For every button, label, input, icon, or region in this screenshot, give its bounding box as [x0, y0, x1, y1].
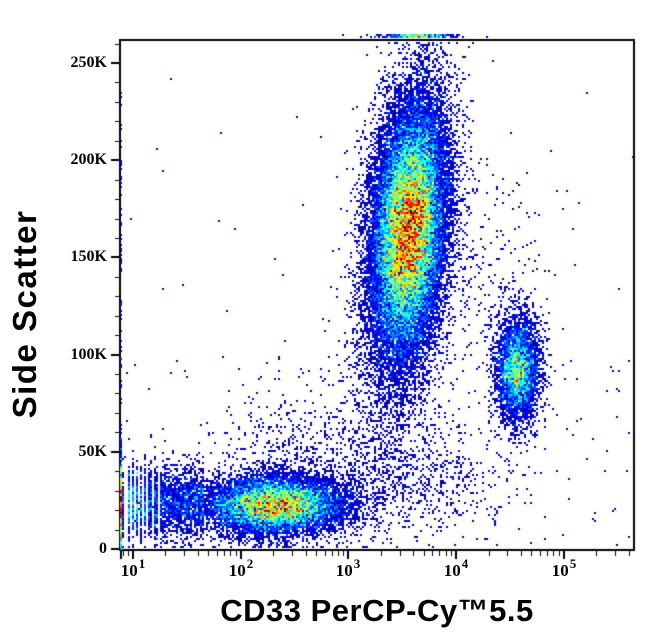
y-tick-label: 250K	[70, 54, 107, 71]
x-tick-label: 101	[120, 556, 146, 580]
y-tick-label: 200K	[70, 151, 107, 168]
y-tick-label: 0	[99, 540, 107, 557]
y-tick-label: 100K	[70, 346, 107, 363]
x-tick-label: 104	[443, 556, 469, 580]
y-tick-label: 50K	[78, 443, 107, 460]
x-tick-label: 103	[335, 556, 361, 580]
x-axis-title: CD33 PerCP-Cy™5.5	[220, 593, 534, 628]
x-tick-label: 102	[228, 556, 254, 580]
x-tick-label: 105	[551, 556, 577, 580]
y-tick-label: 150K	[70, 248, 107, 265]
